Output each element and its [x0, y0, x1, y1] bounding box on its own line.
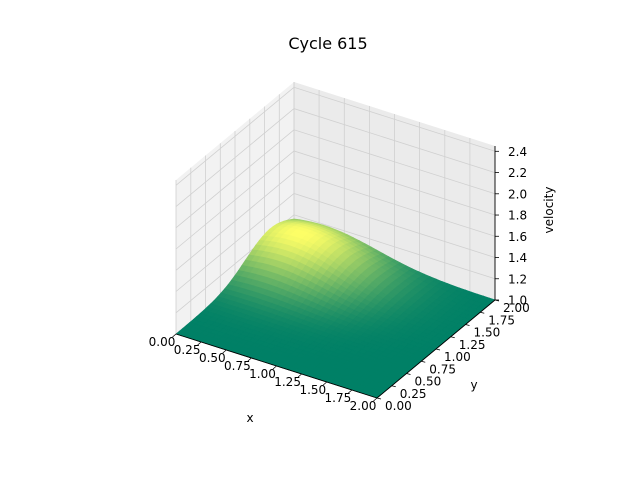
axes-frame: 0.000.250.500.751.001.251.501.752.00 0.00… [149, 145, 530, 413]
x-tick-mark [348, 389, 353, 394]
x-tick-mark [197, 341, 202, 346]
y-tick-mark [406, 373, 411, 375]
gridline-z [175, 86, 496, 186]
surface-mesh [175, 218, 496, 399]
x-axis-label: x [246, 411, 253, 425]
z-tick-label: 2.4 [508, 145, 527, 159]
z-tick-label: 1.4 [508, 251, 527, 265]
x-tick-label: 1.75 [325, 391, 352, 405]
y-tick-label: 0.75 [429, 362, 456, 376]
x-tick-label: 0.50 [199, 351, 226, 365]
y-tick-label: 0.50 [415, 375, 442, 389]
x-tick-mark [373, 397, 378, 402]
y-tick-label: 1.25 [459, 338, 486, 352]
y-tick-label: 1.00 [444, 350, 471, 364]
y-tick-mark [376, 397, 382, 400]
chart-title: Cycle 615 [288, 34, 367, 53]
x-tick-label: 2.00 [350, 399, 377, 413]
x-tick-label: 0.00 [149, 335, 176, 349]
x-tick-mark [247, 357, 252, 362]
y-tick-mark [450, 336, 455, 339]
gridline-z [175, 129, 496, 229]
y-tick-mark [421, 360, 426, 363]
gridline-z [175, 108, 496, 207]
x-tick-label: 1.25 [274, 375, 301, 389]
x-tick-label: 0.75 [224, 359, 251, 373]
y-tick-mark [435, 348, 441, 351]
gridline-z [175, 193, 496, 292]
x-tick-label: 0.25 [174, 343, 201, 357]
y-tick-label: 1.50 [474, 326, 501, 340]
y-tick-mark [465, 324, 470, 326]
y-tick-label: 2.00 [503, 301, 530, 315]
y-tick-label: 0.00 [385, 399, 412, 413]
z-tick-label: 1.6 [508, 230, 527, 244]
x-tick-mark [272, 365, 277, 370]
x-tick-mark [222, 349, 227, 354]
x-tick-mark [297, 373, 302, 378]
gridline-z [175, 150, 496, 250]
z-tick-label: 2.0 [508, 187, 527, 201]
y-tick-label: 1.75 [488, 313, 515, 327]
z-axis-label: velocity [542, 187, 556, 234]
gridline-z [175, 214, 496, 314]
z-tick-label: 1.2 [508, 272, 527, 286]
y-tick-mark [391, 385, 396, 388]
z-tick-label: 1.0 [508, 294, 527, 308]
gridline-z [175, 171, 496, 271]
z-tick-label: 2.2 [508, 166, 527, 180]
x-tick-mark [172, 333, 177, 338]
y-axis-label: y [470, 378, 477, 392]
y-tick-mark [480, 311, 485, 314]
x-tick-label: 1.50 [299, 383, 326, 397]
x-tick-mark [322, 381, 328, 386]
y-tick-label: 0.25 [400, 387, 427, 401]
x-tick-label: 1.00 [249, 367, 276, 381]
z-tick-label: 1.8 [508, 209, 527, 223]
